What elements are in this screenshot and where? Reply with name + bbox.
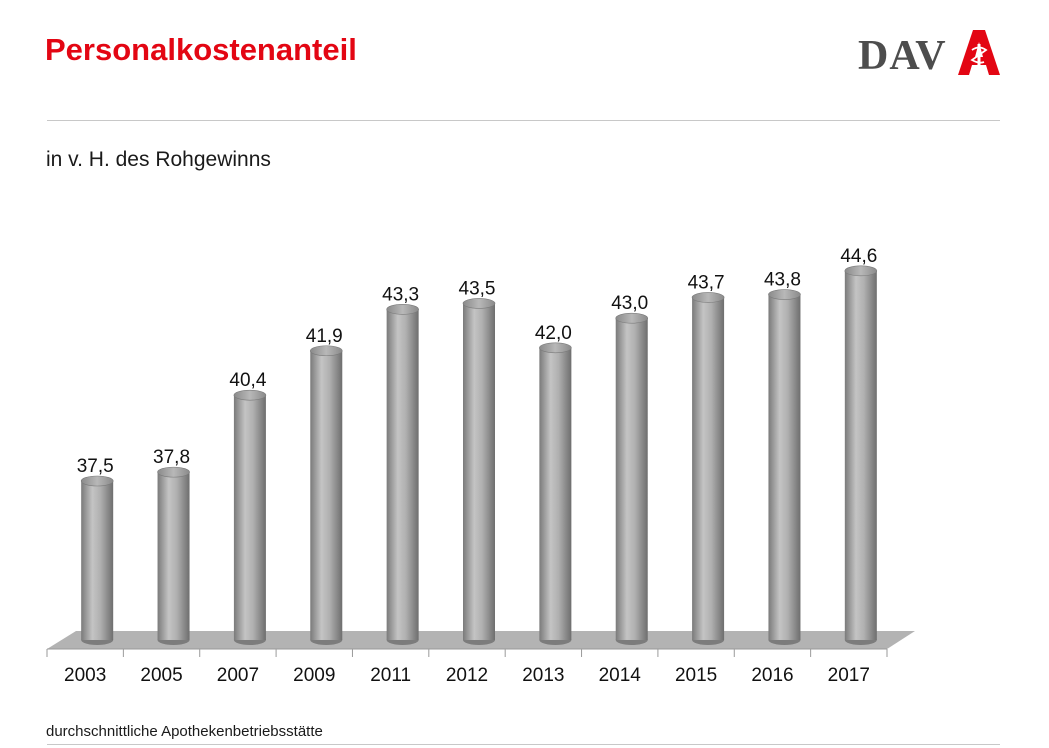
x-tick-label: 2017	[828, 665, 870, 686]
value-label: 40,4	[229, 370, 266, 391]
x-tick-label: 2012	[446, 665, 488, 686]
header-divider	[47, 120, 1000, 121]
x-tick-label: 2007	[217, 665, 259, 686]
bar-2014	[615, 312, 649, 645]
x-tick-labels-group: 2003 2005 2007 2009 2011 2012 2013 2014 2015 2016…	[64, 665, 870, 686]
bar-2015	[691, 292, 725, 645]
bar-2016	[768, 289, 801, 645]
dav-logo: DAV	[858, 28, 1003, 80]
x-tick-label: 2005	[140, 665, 182, 686]
bar-2007	[233, 389, 267, 645]
bar-2013	[539, 342, 572, 645]
value-label: 37,5	[77, 456, 114, 477]
x-tick-label: 2009	[293, 665, 335, 686]
logo-text: DAV	[858, 33, 947, 79]
value-label: 44,6	[840, 246, 877, 267]
bar-2009	[309, 345, 343, 645]
bar-2017	[844, 265, 878, 645]
value-label: 43,8	[764, 270, 801, 291]
apotheke-a-icon	[958, 30, 1000, 75]
bar-2003	[80, 475, 114, 645]
footnote: durchschnittliche Apothekenbetriebsstätt…	[46, 723, 323, 740]
bar-2005	[157, 466, 190, 645]
x-tick-label: 2015	[675, 665, 717, 686]
x-tick-label: 2013	[522, 665, 564, 686]
value-label: 43,7	[688, 272, 725, 293]
value-label: 43,5	[459, 278, 496, 299]
value-label: 42,0	[535, 323, 572, 344]
value-label: 43,0	[611, 293, 648, 314]
x-tick-label: 2014	[599, 665, 642, 686]
x-axis-ticks	[46, 649, 888, 657]
footer-divider	[47, 744, 1000, 745]
value-label: 37,8	[153, 447, 190, 468]
chart-subtitle: in v. H. des Rohgewinns	[46, 148, 271, 171]
x-tick-label: 2003	[64, 665, 106, 686]
x-tick-label: 2016	[751, 665, 793, 686]
value-labels-group: 37,5 37,8 40,4 41,9 43,3 43,5 42,0 43,0 43,7 43,8…	[77, 246, 878, 477]
bars-group	[80, 265, 878, 645]
x-tick-label: 2011	[370, 665, 411, 686]
page-title: Personalkostenanteil	[45, 32, 357, 67]
bar-2012	[462, 298, 496, 645]
value-label: 43,3	[382, 284, 419, 305]
bar-2011	[386, 304, 419, 645]
value-label: 41,9	[306, 326, 343, 347]
